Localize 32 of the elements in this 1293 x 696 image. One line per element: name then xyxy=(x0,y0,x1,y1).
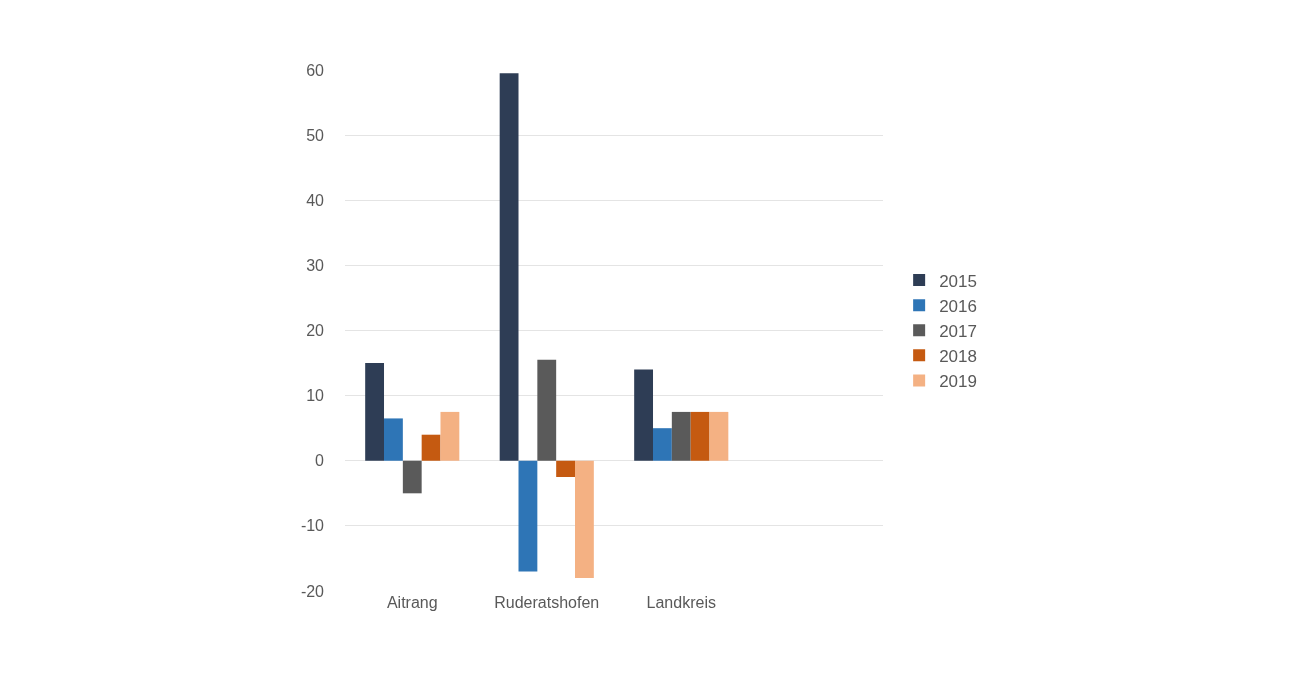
bar xyxy=(421,434,441,461)
y-tick-label: -20 xyxy=(300,582,325,600)
legend-label: 2019 xyxy=(939,372,977,392)
y-tick-label: 60 xyxy=(306,61,325,79)
legend-label: 2015 xyxy=(939,271,977,291)
bar xyxy=(384,418,403,461)
bar xyxy=(690,411,710,461)
y-tick-label: 30 xyxy=(306,256,325,274)
x-tick-label: Aitrang xyxy=(386,594,438,611)
legend-label: 2016 xyxy=(939,296,977,316)
bar xyxy=(499,73,519,461)
bar xyxy=(709,411,729,461)
y-tick-label: 40 xyxy=(306,191,325,209)
bar xyxy=(440,411,460,461)
legend-label: 2017 xyxy=(939,321,977,341)
bar xyxy=(365,363,385,461)
bar xyxy=(537,359,557,461)
y-tick-label: 50 xyxy=(306,126,325,144)
bar xyxy=(518,460,538,572)
bar xyxy=(634,369,654,461)
y-tick-label: 0 xyxy=(315,452,325,470)
legend-label: 2018 xyxy=(939,346,977,366)
bar xyxy=(556,460,575,478)
x-tick-label: Landkreis xyxy=(646,594,716,611)
bar xyxy=(402,460,422,494)
x-tick-label: Ruderatshofen xyxy=(494,594,600,611)
bar xyxy=(671,411,691,461)
bar xyxy=(575,460,594,578)
y-tick-label: -10 xyxy=(300,517,325,535)
bar xyxy=(653,428,672,461)
y-tick-label: 20 xyxy=(306,322,325,340)
y-tick-label: 10 xyxy=(306,387,325,405)
